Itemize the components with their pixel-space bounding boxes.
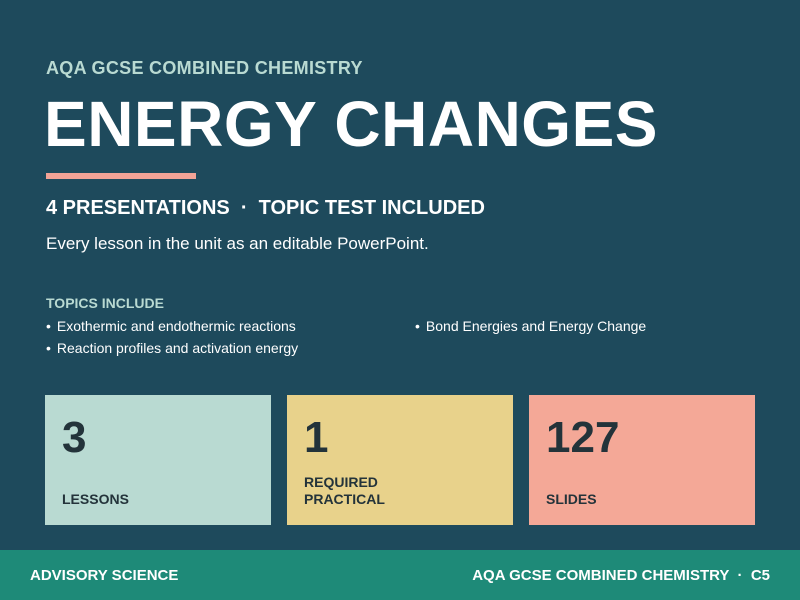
- stat-card-practical: 1 REQUIRED PRACTICAL: [287, 395, 513, 525]
- stat-value: 127: [546, 413, 620, 462]
- topic-label: Bond Energies and Energy Change: [425, 318, 647, 334]
- footer-bar: ADVISORY SCIENCE AQA GCSE COMBINED CHEMI…: [0, 550, 800, 600]
- topic-item: • Bond Energies and Energy Change: [415, 318, 646, 334]
- stat-value: 3: [62, 413, 87, 462]
- stat-label: LESSONS: [62, 491, 129, 507]
- stat-card-slides: 127 SLIDES: [529, 395, 755, 525]
- tagline: Every lesson in the unit as an editable …: [46, 234, 429, 253]
- bullet-icon: •: [415, 318, 420, 334]
- topic-item: • Exothermic and endothermic reactions: [46, 318, 296, 334]
- bullet-icon: •: [46, 318, 51, 334]
- topics-label: TOPICS INCLUDE: [46, 295, 164, 311]
- footer-course-code: AQA GCSE COMBINED CHEMISTRY · C5: [472, 567, 770, 584]
- topic-label: Reaction profiles and activation energy: [56, 340, 299, 356]
- stat-card-lessons: 3 LESSONS: [45, 395, 271, 525]
- subheading: 4 PRESENTATIONS · TOPIC TEST INCLUDED: [46, 197, 485, 219]
- topic-item: • Reaction profiles and activation energy: [46, 340, 298, 356]
- accent-divider: [46, 173, 196, 179]
- kicker-text: AQA GCSE COMBINED CHEMISTRY: [46, 58, 363, 78]
- stat-value: 1: [304, 413, 329, 462]
- stat-label: SLIDES: [546, 491, 597, 507]
- stat-label: REQUIRED PRACTICAL: [304, 474, 385, 507]
- footer-brand: ADVISORY SCIENCE: [30, 567, 179, 584]
- topics-list: • Exothermic and endothermic reactions • R…: [46, 318, 786, 362]
- topic-label: Exothermic and endothermic reactions: [56, 318, 296, 334]
- bullet-icon: •: [46, 340, 51, 356]
- page-title: ENERGY CHANGES: [44, 88, 658, 160]
